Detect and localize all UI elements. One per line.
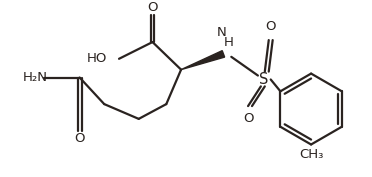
Text: O: O <box>74 132 85 145</box>
Text: S: S <box>259 72 269 87</box>
Text: O: O <box>266 20 276 33</box>
Text: H₂N: H₂N <box>22 71 48 84</box>
Polygon shape <box>181 51 225 70</box>
Text: O: O <box>147 1 158 14</box>
Text: HO: HO <box>87 52 107 65</box>
Text: N: N <box>217 26 226 39</box>
Text: O: O <box>243 112 253 125</box>
Text: CH₃: CH₃ <box>299 148 323 161</box>
Text: H: H <box>224 36 233 48</box>
